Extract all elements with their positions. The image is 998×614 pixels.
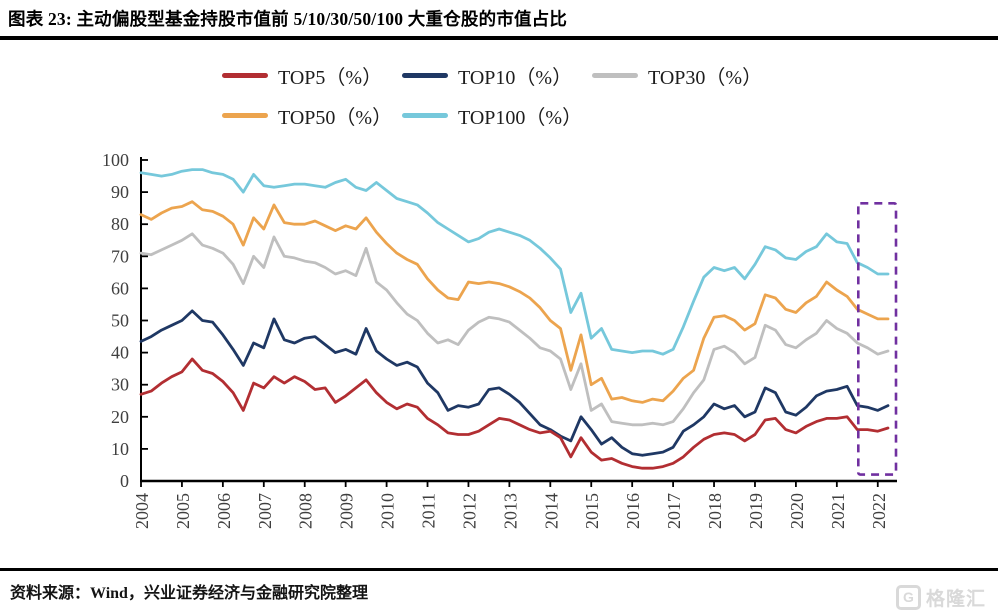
x-axis-label: 2020 — [787, 493, 807, 529]
y-axis-label: 70 — [111, 246, 129, 266]
series-line-top10 — [139, 309, 890, 457]
series-line-top5 — [139, 357, 890, 470]
legend-label: TOP5（%） — [278, 66, 383, 89]
x-axis-label: 2022 — [869, 493, 889, 529]
y-axis-label: 80 — [111, 214, 129, 234]
series-line-top100 — [139, 168, 890, 356]
y-axis-label: 40 — [111, 343, 129, 363]
series-line-top50 — [139, 200, 890, 404]
legend-label: TOP100（%） — [458, 106, 583, 129]
legend-swatch — [222, 112, 268, 118]
y-axis-label: 60 — [111, 278, 129, 298]
title-rule — [0, 36, 998, 40]
x-axis-label: 2006 — [214, 493, 234, 529]
x-axis-label: 2009 — [337, 493, 357, 529]
y-axis-label: 0 — [120, 471, 129, 491]
x-axis-label: 2013 — [500, 493, 520, 529]
logo-text: 格隆汇 — [925, 589, 986, 610]
legend-label: TOP10（%） — [458, 66, 573, 89]
y-axis-label: 50 — [111, 311, 129, 331]
x-axis-label: 2015 — [582, 493, 602, 529]
y-axis-label: 100 — [102, 150, 129, 170]
x-axis-label: 2011 — [419, 493, 439, 528]
gelonghui-logo: G 格隆汇 — [895, 584, 986, 611]
x-axis-label: 2012 — [459, 493, 479, 529]
legend-item-top10: TOP10（%） — [402, 64, 572, 89]
x-axis-label: 2005 — [173, 493, 193, 529]
source-note: 资料来源：Wind，兴业证券经济与金融研究院整理 — [10, 585, 368, 602]
x-axis-label: 2010 — [378, 493, 398, 529]
legend-swatch — [222, 72, 268, 78]
highlight-box — [857, 202, 898, 476]
legend-swatch — [402, 72, 448, 78]
legend-item-top30: TOP30（%） — [592, 64, 762, 89]
series-line-top30 — [139, 232, 890, 427]
x-axis-label: 2004 — [132, 493, 152, 529]
y-axis-label: 10 — [111, 439, 129, 459]
x-axis-label: 2007 — [255, 493, 275, 529]
legend-item-top50: TOP50（%） — [222, 104, 392, 129]
x-axis-label: 2008 — [296, 493, 316, 529]
y-axis-label: 30 — [111, 375, 129, 395]
x-axis-label: 2016 — [623, 493, 643, 529]
y-axis-label: 90 — [111, 182, 129, 202]
footer-rule — [0, 568, 998, 571]
y-axis-label: 20 — [111, 407, 129, 427]
figure-title: 图表 23: 主动偏股型基金持股市值前 5/10/30/50/100 大重仓股的… — [8, 9, 568, 29]
legend-item-top5: TOP5（%） — [222, 64, 382, 89]
legend-swatch — [592, 72, 638, 78]
legend-item-top100: TOP100（%） — [402, 104, 582, 129]
legend-label: TOP30（%） — [648, 66, 763, 89]
x-axis-label: 2017 — [664, 493, 684, 529]
legend-swatch — [402, 112, 448, 118]
logo-g-icon: G — [895, 585, 921, 610]
x-axis-label: 2019 — [746, 493, 766, 529]
x-axis-label: 2021 — [828, 493, 848, 529]
x-axis-label: 2014 — [541, 493, 561, 529]
legend-label: TOP50（%） — [278, 106, 393, 129]
x-axis-label: 2018 — [705, 493, 725, 529]
